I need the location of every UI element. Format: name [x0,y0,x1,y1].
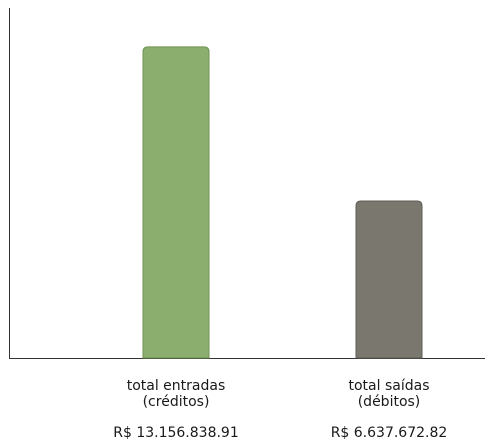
bar-saidas [355,200,423,359]
category-label-entradas: total entradas (créditos) [96,378,256,410]
category-label-saidas: total saídas (débitos) [309,378,469,410]
bar-entradas [142,46,210,359]
value-label-saidas: R$ 6.637.672.82 [330,425,448,441]
category-label-line-2: (créditos) [142,394,210,410]
category-label-line-1: total saídas [348,378,430,394]
bars-group [142,46,423,359]
category-label-line-2: (débitos) [357,394,421,410]
category-label-line-1: total entradas [126,378,226,394]
value-label-entradas: R$ 13.156.838.91 [113,425,239,441]
